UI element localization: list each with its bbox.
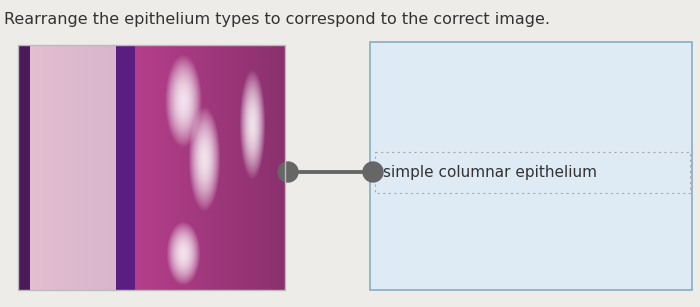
Bar	[375, 152, 690, 193]
Text: simple columnar epithelium: simple columnar epithelium	[383, 165, 597, 180]
Bar	[370, 42, 692, 290]
Circle shape	[278, 162, 298, 182]
Circle shape	[363, 162, 383, 182]
Text: Rearrange the epithelium types to correspond to the correct image.: Rearrange the epithelium types to corres…	[4, 12, 550, 27]
Bar	[18, 45, 285, 290]
